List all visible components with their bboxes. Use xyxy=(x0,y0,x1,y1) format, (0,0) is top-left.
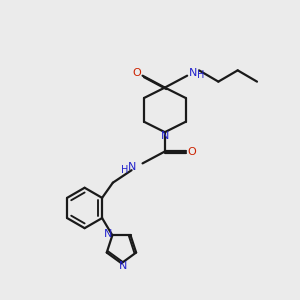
Text: N: N xyxy=(189,68,197,78)
Text: N: N xyxy=(119,261,127,271)
Text: H: H xyxy=(197,70,205,80)
Text: O: O xyxy=(188,147,197,157)
Text: N: N xyxy=(161,131,169,141)
Text: N: N xyxy=(128,162,136,172)
Text: H: H xyxy=(121,165,128,175)
Text: N: N xyxy=(104,229,112,239)
Text: O: O xyxy=(133,68,142,78)
